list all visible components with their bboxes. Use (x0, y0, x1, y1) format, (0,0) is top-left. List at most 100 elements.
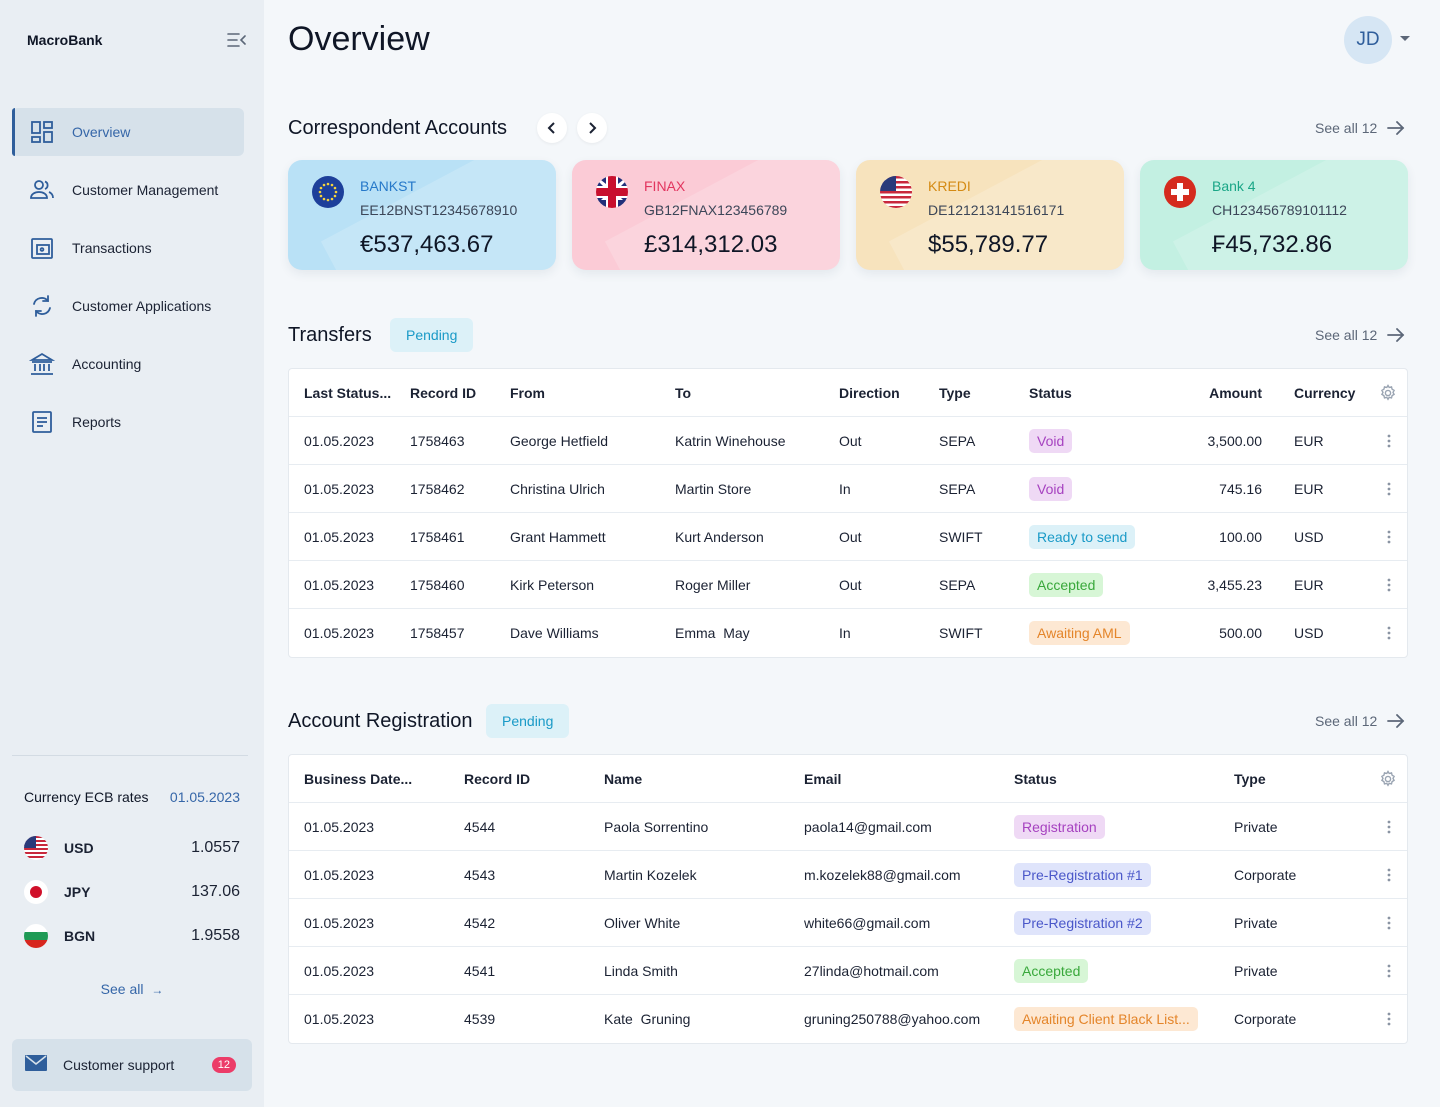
table-row[interactable]: 01.05.2023 4544 Paola Sorrentino paola14… (289, 803, 1407, 851)
bank-name: Bank 4 (1212, 178, 1256, 194)
cell-to: Emma May (675, 625, 750, 641)
rate-row-usd: USD 1.0557 (24, 835, 240, 861)
see-all-rates-label: See all (100, 981, 144, 997)
transfers-section-title: Transfers (288, 324, 372, 346)
kebab-menu-icon[interactable] (1381, 947, 1397, 995)
rate-code: JPY (64, 884, 91, 900)
table-header-row: Last Status... Record ID From To Directi… (289, 369, 1407, 417)
cell-currency: EUR (1294, 481, 1324, 497)
column-header-type[interactable]: Type (1234, 771, 1266, 787)
see-all-rates-link[interactable]: See all → (0, 981, 264, 997)
table-header-row: Business Date... Record ID Name Email St… (289, 755, 1407, 803)
rate-row-bgn: BGN 1.9558 (24, 923, 240, 949)
status-badge: Accepted (1014, 959, 1089, 983)
customer-support-button[interactable]: Customer support 12 (12, 1039, 252, 1091)
status-badge: Void (1029, 477, 1073, 501)
column-header-amount[interactable]: Amount (1209, 385, 1262, 401)
column-header-direction[interactable]: Direction (839, 385, 900, 401)
collapse-menu-icon[interactable] (226, 31, 246, 49)
cell-record-id: 4541 (464, 963, 496, 979)
kebab-menu-icon[interactable] (1381, 609, 1397, 657)
nav-item-customer-applications[interactable]: Customer Applications (12, 282, 244, 330)
cell-currency: EUR (1294, 577, 1324, 593)
gear-icon[interactable] (1376, 755, 1400, 803)
gear-icon[interactable] (1376, 369, 1400, 417)
cell-type: SEPA (939, 481, 976, 497)
column-header-record-id[interactable]: Record ID (464, 771, 531, 787)
column-header-type[interactable]: Type (939, 385, 971, 401)
cell-name: Linda Smith (604, 963, 678, 979)
table-row[interactable]: 01.05.2023 4543 Martin Kozelek m.kozelek… (289, 851, 1407, 899)
cell-to: Roger Miller (675, 577, 751, 593)
account-card-finax[interactable]: FINAX GB12FNAX123456789 £314,312.03 (572, 160, 840, 270)
table-row[interactable]: 01.05.2023 1758460 Kirk Peterson Roger M… (289, 561, 1407, 609)
table-row[interactable]: 01.05.2023 1758461 Grant Hammett Kurt An… (289, 513, 1407, 561)
main-nav: Overview Customer Management Transaction… (12, 108, 244, 456)
carousel-next-button[interactable] (577, 113, 607, 143)
account-balance: $55,789.77 (928, 231, 1049, 258)
nav-item-label: Accounting (72, 356, 142, 372)
kebab-menu-icon[interactable] (1381, 899, 1397, 947)
mail-icon (25, 1054, 47, 1076)
cell-amount: 745.16 (1219, 481, 1262, 497)
kebab-menu-icon[interactable] (1381, 513, 1397, 561)
column-header-email[interactable]: Email (804, 771, 842, 787)
column-header-name[interactable]: Name (604, 771, 643, 787)
account-card-kredi[interactable]: KREDI DE121213141516171 $55,789.77 (856, 160, 1124, 270)
report-icon (28, 408, 56, 436)
nav-item-accounting[interactable]: Accounting (12, 340, 244, 388)
see-all-transfers-link[interactable]: See all 12 (1315, 327, 1405, 343)
kebab-menu-icon[interactable] (1381, 465, 1397, 513)
cell-currency: USD (1294, 625, 1324, 641)
status-badge: Void (1029, 429, 1073, 453)
cell-record-id: 4543 (464, 867, 496, 883)
table-row[interactable]: 01.05.2023 1758462 Christina Ulrich Mart… (289, 465, 1407, 513)
table-row[interactable]: 01.05.2023 4539 Kate Gruning gruning2507… (289, 995, 1407, 1043)
cell-direction: Out (839, 577, 862, 593)
dashboard-icon (28, 118, 56, 146)
table-row[interactable]: 01.05.2023 1758457 Dave Williams Emma Ma… (289, 609, 1407, 657)
kebab-menu-icon[interactable] (1381, 851, 1397, 899)
kebab-menu-icon[interactable] (1381, 803, 1397, 851)
column-header-status[interactable]: Status (1029, 385, 1072, 401)
transfers-table: Last Status... Record ID From To Directi… (288, 368, 1408, 658)
table-row[interactable]: 01.05.2023 1758463 George Hetfield Katri… (289, 417, 1407, 465)
column-header-currency[interactable]: Currency (1294, 385, 1356, 401)
column-header-to[interactable]: To (675, 385, 692, 401)
column-header-status[interactable]: Status (1014, 771, 1057, 787)
table-row[interactable]: 01.05.2023 4541 Linda Smith 27linda@hotm… (289, 947, 1407, 995)
column-header-record-id[interactable]: Record ID (410, 385, 477, 401)
cell-type: Corporate (1234, 867, 1297, 883)
carousel-prev-button[interactable] (537, 113, 567, 143)
cell-date: 01.05.2023 (304, 529, 375, 545)
see-all-label: See all 12 (1315, 713, 1378, 729)
kebab-menu-icon[interactable] (1381, 417, 1397, 465)
table-row[interactable]: 01.05.2023 4542 Oliver White white66@gma… (289, 899, 1407, 947)
accounts-section-title: Correspondent Accounts (288, 117, 508, 139)
user-avatar[interactable]: JD (1344, 16, 1392, 64)
nav-item-reports[interactable]: Reports (12, 398, 244, 446)
account-card-bankst[interactable]: BANKST EE12BNST12345678910 €537,463.67 (288, 160, 556, 270)
column-header-from[interactable]: From (510, 385, 545, 401)
kebab-menu-icon[interactable] (1381, 995, 1397, 1043)
nav-item-customer-management[interactable]: Customer Management (12, 166, 244, 214)
column-header-business-date[interactable]: Business Date... (304, 771, 413, 787)
account-balance: €537,463.67 (360, 231, 494, 258)
see-all-accounts-link[interactable]: See all 12 (1315, 120, 1405, 136)
cell-type: Corporate (1234, 1011, 1297, 1027)
chevron-down-icon[interactable] (1400, 36, 1410, 41)
status-badge: Registration (1014, 815, 1105, 839)
nav-item-label: Overview (72, 124, 131, 140)
account-card-bank4[interactable]: Bank 4 CH123456789101112 ₣45,732.86 (1140, 160, 1408, 270)
nav-item-transactions[interactable]: Transactions (12, 224, 244, 272)
transfers-pending-filter[interactable]: Pending (390, 318, 474, 352)
cell-to: Martin Store (675, 481, 752, 497)
users-icon (28, 176, 56, 204)
kebab-menu-icon[interactable] (1381, 561, 1397, 609)
rate-row-jpy: JPY 137.06 (24, 879, 240, 905)
see-all-registrations-link[interactable]: See all 12 (1315, 713, 1405, 729)
nav-item-overview[interactable]: Overview (12, 108, 244, 156)
cell-from: Dave Williams (510, 625, 599, 641)
column-header-last-status[interactable]: Last Status... (304, 385, 392, 401)
registration-pending-filter[interactable]: Pending (486, 704, 570, 738)
